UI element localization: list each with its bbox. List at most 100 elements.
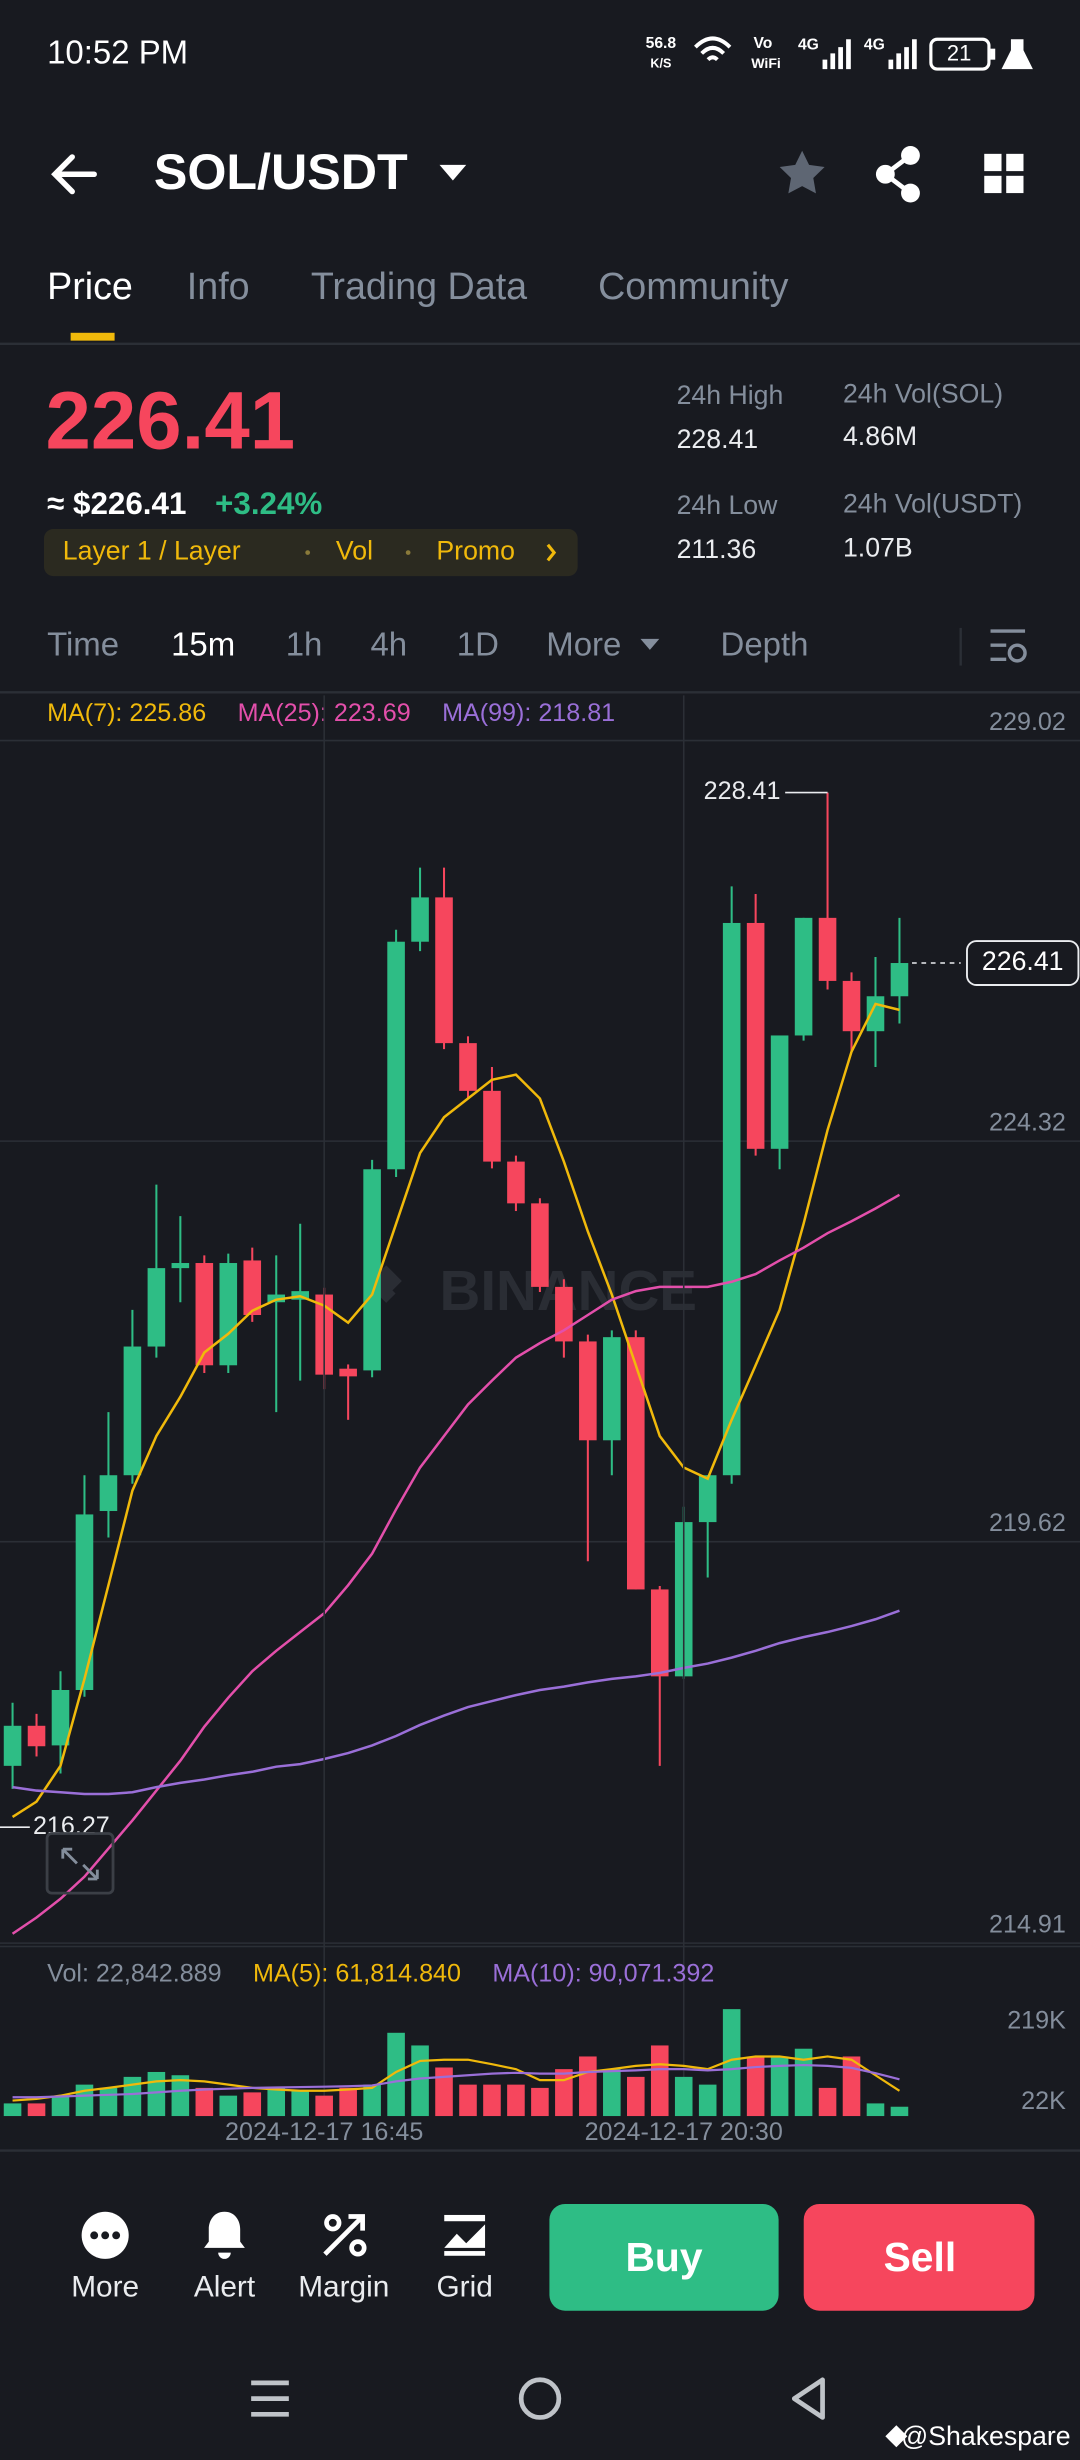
candle-body (794, 917, 813, 1036)
pair-dropdown[interactable] (439, 164, 467, 181)
interval[interactable]: 4h (370, 625, 407, 662)
buy-label[interactable]: Buy (625, 2234, 702, 2280)
candle-body (579, 1341, 597, 1441)
chart-settings[interactable] (990, 629, 1027, 663)
tag[interactable]: Vol (336, 536, 373, 566)
candle-body (411, 897, 429, 942)
volume-bar (650, 2045, 669, 2117)
ma-line (11, 1002, 900, 1819)
tag[interactable]: Layer 1 / Layer (63, 536, 241, 566)
volume-bar (315, 2095, 333, 2117)
action-label[interactable]: Grid (436, 2271, 492, 2304)
volume-bar (411, 2045, 429, 2117)
tabs: Price Info Trading Data Community (0, 265, 1080, 345)
sell-label[interactable]: Sell (884, 2234, 957, 2280)
last-price-label: 226.41 (982, 946, 1064, 976)
interval[interactable]: Time (47, 625, 119, 662)
candle-body (267, 1294, 286, 1303)
volume-bar (363, 2084, 381, 2117)
back-button[interactable] (51, 154, 97, 195)
tab[interactable]: Info (187, 265, 250, 307)
high-label: 228.41 (704, 777, 781, 805)
stat-value: 1.07B (843, 532, 913, 562)
signal-icon (888, 39, 917, 70)
more-dropdown[interactable] (640, 638, 660, 650)
tag-chevron (546, 543, 557, 562)
tab[interactable]: Trading Data (311, 265, 527, 307)
nav-menu[interactable] (251, 2380, 289, 2417)
candle-body (219, 1263, 238, 1366)
tab[interactable]: Community (598, 265, 789, 307)
candle-body (171, 1263, 190, 1269)
stat-value: 211.36 (677, 534, 757, 564)
candle-body (746, 922, 765, 1149)
credit-logo (885, 2425, 908, 2448)
volume-bar (195, 2087, 214, 2117)
interval[interactable]: 1h (286, 625, 323, 662)
footer: More Alert Margin Grid Buy Sell @Shakesp… (0, 2149, 1080, 2451)
volume-bar (459, 2084, 477, 2117)
action-label[interactable]: Alert (194, 2271, 256, 2304)
interval[interactable]: Depth (721, 625, 809, 662)
candle-body (363, 1169, 381, 1371)
candle-body (99, 1475, 118, 1512)
y-tick-label: 224.32 (989, 1109, 1066, 1137)
sim1-network: 4G (798, 37, 819, 54)
legend-label: MA(10): 90,071.392 (492, 1959, 714, 1987)
expand-button[interactable] (45, 1832, 115, 1895)
volume-bar (99, 2087, 118, 2117)
action-label[interactable]: Margin (298, 2271, 389, 2304)
tag[interactable]: Promo (436, 536, 515, 566)
buy-button[interactable] (549, 2203, 779, 2311)
lab-icon (1001, 39, 1033, 70)
favorite-button[interactable] (779, 150, 825, 194)
volume-bar (387, 2032, 405, 2117)
candle-body (27, 1725, 46, 1747)
credit: @Shakespare (901, 2421, 1070, 2451)
volume-bar (579, 2056, 597, 2117)
more-icon[interactable] (81, 2211, 129, 2259)
status-bar: 10:52 PM 56.8 K/S Vo WiFi 4G 4G 21 (47, 34, 1033, 71)
grid-icon[interactable] (444, 2214, 486, 2256)
layout-button[interactable] (984, 153, 1024, 194)
volume-bar (507, 2084, 525, 2117)
candle-body (195, 1263, 214, 1366)
candle-body (842, 980, 861, 1032)
volume-bar (483, 2084, 501, 2117)
nav-home[interactable] (518, 2377, 562, 2420)
candle-body (339, 1368, 357, 1377)
tag-separator (405, 550, 411, 555)
alert-icon[interactable] (204, 2211, 245, 2259)
candle-body (387, 941, 405, 1170)
stat-label: 24h Low (677, 490, 779, 520)
y-tick-label: 219.62 (989, 1509, 1066, 1537)
interval[interactable]: 1D (457, 625, 499, 662)
candle-body (531, 1203, 549, 1287)
stat-value: 4.86M (843, 421, 917, 451)
last-price-tag (966, 940, 1080, 986)
interval[interactable]: More (546, 625, 621, 662)
stat-label: 24h Vol(SOL) (843, 379, 1003, 409)
price-change: +3.24% (215, 486, 322, 521)
volume-bar (722, 2009, 741, 2117)
nav-back[interactable] (791, 2377, 825, 2420)
pair-title[interactable]: SOL/USDT (154, 144, 408, 200)
signal-icon (822, 39, 851, 70)
clock: 10:52 PM (47, 34, 188, 71)
share-button[interactable] (875, 145, 920, 203)
volume-bar (698, 2084, 717, 2117)
volume-bar (746, 2056, 765, 2117)
volume-bar (603, 2069, 621, 2117)
volume-bar (435, 2067, 453, 2117)
volume-bar (770, 2056, 789, 2117)
net-speed: 56.8 (646, 35, 677, 52)
tag-separator (305, 550, 311, 555)
sell-button[interactable] (803, 2203, 1035, 2311)
candle-body (698, 1475, 717, 1523)
margin-icon[interactable] (323, 2214, 367, 2257)
tab[interactable]: Price (47, 265, 133, 307)
action-label[interactable]: More (71, 2271, 139, 2304)
tag-pill[interactable] (43, 529, 578, 577)
interval[interactable]: 15m (171, 625, 235, 662)
